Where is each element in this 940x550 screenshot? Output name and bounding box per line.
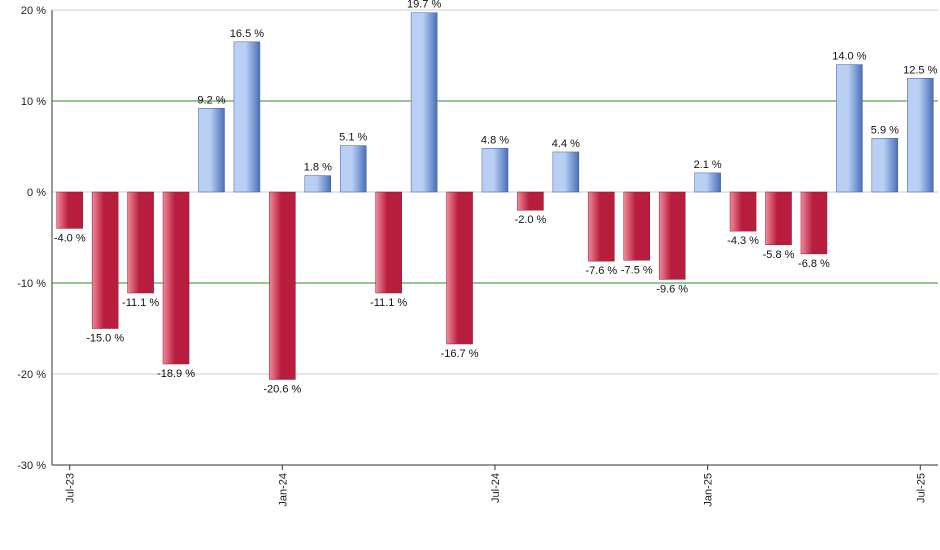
data-label-Jan-25: 2.1 % — [694, 159, 722, 171]
bar-Jul-25 — [907, 78, 934, 193]
bar-Mar-25 — [765, 191, 792, 246]
bar-Jun-25 — [871, 138, 899, 193]
data-label-Mar-24: 5.1 % — [339, 132, 367, 144]
data-label-May-25: 14.0 % — [832, 51, 866, 63]
bar-May-24 — [410, 12, 438, 193]
x-tick-label: Jan-24 — [277, 473, 289, 507]
data-label-Feb-25: -4.3 % — [727, 235, 759, 247]
bar-Apr-24 — [375, 191, 402, 294]
data-label-Nov-24: -7.5 % — [621, 264, 653, 276]
bar-Oct-24 — [588, 191, 615, 262]
bar-Jan-24 — [269, 191, 296, 380]
bar-May-25 — [836, 64, 863, 193]
data-label-Feb-24: 1.8 % — [304, 162, 332, 174]
bar-Jul-24 — [481, 148, 509, 193]
data-label-Dec-24: -9.6 % — [656, 283, 688, 295]
data-label-Dec-23: 16.5 % — [230, 28, 264, 40]
x-tick-label: Jul-25 — [915, 473, 927, 503]
bar-Aug-23 — [91, 191, 119, 329]
data-label-Sep-23: -11.1 % — [122, 297, 159, 309]
bar-Nov-23 — [198, 108, 225, 193]
bar-Feb-24 — [304, 175, 332, 193]
bar-Nov-24 — [623, 191, 651, 261]
y-tick-label: -20 % — [17, 369, 46, 381]
data-label-Jul-24: 4.8 % — [481, 134, 509, 146]
data-label-Aug-23: -15.0 % — [86, 333, 124, 345]
data-label-Jul-25: 12.5 % — [903, 64, 937, 76]
x-tick-label: Jul-24 — [490, 473, 502, 503]
data-labels: -4.0 % -15.0 % -11.1 % -18.9 % 9.2 % 16.5 % -2… — [54, 0, 938, 395]
y-tick-label: 20 % — [21, 5, 46, 17]
data-label-Apr-25: -6.8 % — [798, 258, 830, 270]
y-tick-label: -30 % — [17, 460, 46, 472]
bar-Oct-23 — [162, 191, 190, 365]
bar-Sep-23 — [127, 191, 154, 294]
data-label-Jan-24: -20.6 % — [263, 383, 301, 395]
bar-Dec-24 — [658, 191, 686, 280]
bars — [56, 12, 934, 380]
x-tick-label: Jul-23 — [65, 473, 77, 503]
bar-Aug-24 — [517, 191, 544, 211]
bar-Apr-25 — [800, 191, 828, 255]
y-tick-label: -10 % — [17, 278, 46, 290]
data-label-Oct-23: -18.9 % — [157, 368, 195, 380]
bar-Sep-24 — [552, 151, 580, 193]
data-label-Nov-23: 9.2 % — [197, 94, 225, 106]
y-tick-label: 10 % — [21, 96, 46, 108]
axes: -30 % -20 % -10 % 0 % 10 % 20 % Jul-23 Jan-24 Ju… — [17, 5, 938, 507]
bar-Dec-23 — [233, 41, 261, 193]
data-label-Jun-25: 5.9 % — [871, 124, 899, 136]
y-tick-label: 0 % — [27, 187, 46, 199]
bar-Jun-24 — [446, 191, 473, 345]
x-tick-label: Jan-25 — [703, 473, 715, 507]
data-label-Mar-25: -5.8 % — [763, 249, 795, 261]
data-label-Jul-23: -4.0 % — [54, 232, 86, 244]
data-label-Oct-24: -7.6 % — [585, 265, 617, 277]
bar-Feb-25 — [729, 191, 757, 232]
data-label-Aug-24: -2.0 % — [515, 214, 547, 226]
bar-Jan-25 — [694, 172, 721, 193]
data-label-May-24: 19.7 % — [407, 0, 441, 11]
data-label-Jun-24: -16.7 % — [441, 348, 479, 360]
data-label-Sep-24: 4.4 % — [552, 138, 580, 150]
bar-Jul-23 — [56, 191, 83, 229]
data-label-Apr-24: -11.1 % — [370, 297, 407, 309]
bar-Mar-24 — [339, 145, 367, 193]
